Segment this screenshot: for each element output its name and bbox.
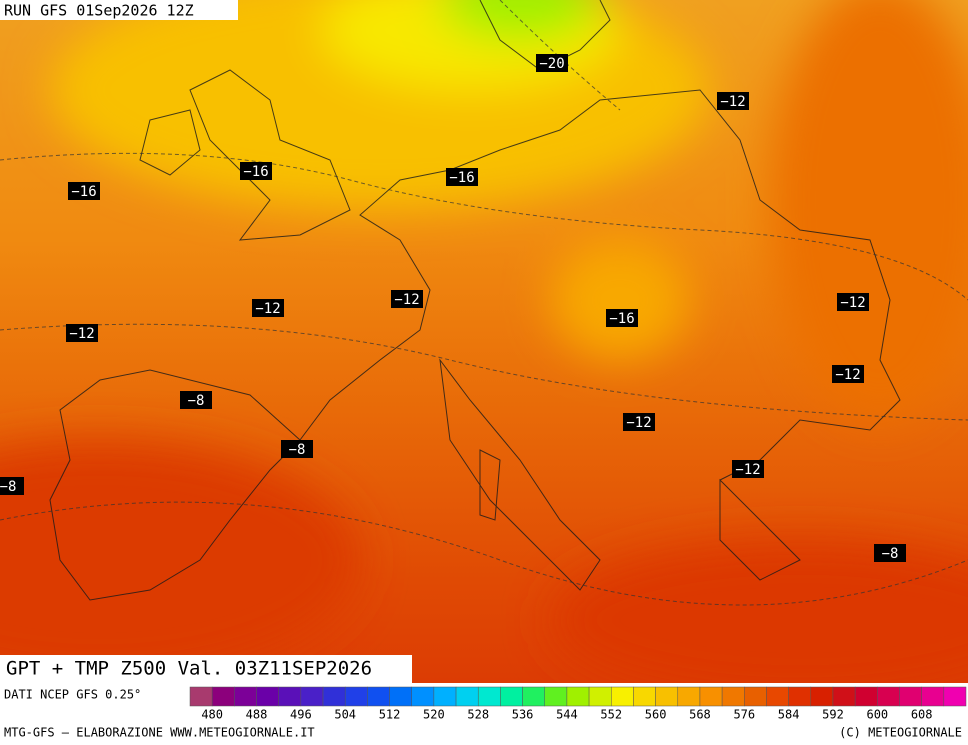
colorbar-swatch (344, 686, 368, 707)
title-box (0, 655, 412, 683)
colorbar-swatch (766, 686, 789, 707)
contour-label: −8 (0, 479, 16, 495)
colorbar-swatch (921, 686, 945, 707)
colorbar-swatch (633, 686, 656, 707)
contour-label-box (717, 92, 749, 110)
colorbar-swatch (455, 686, 479, 707)
colorbar-swatch (411, 686, 435, 707)
colorbar-swatch (877, 686, 900, 707)
colorbar-swatch (477, 686, 501, 707)
colorbar-swatch (234, 686, 257, 707)
contour-label: −12 (735, 462, 760, 478)
colorbar-swatch (788, 686, 812, 707)
colorbar-swatch (899, 686, 922, 707)
contour-label-box (66, 324, 98, 342)
colorbar-label: 480 (201, 708, 223, 722)
contour-label-box (180, 391, 212, 409)
colorbar-swatch (300, 686, 324, 707)
map-field (0, 0, 968, 700)
contour-label: −12 (835, 367, 860, 383)
contour-label: −12 (255, 301, 280, 317)
colorbar-label: 520 (423, 708, 445, 722)
contour-label: −16 (609, 311, 634, 327)
credit: MTG-GFS — ELABORAZIONE WWW.METEOGIORNALE… (4, 726, 315, 740)
colorbar-label: 576 (733, 708, 755, 722)
colorbar-swatch (278, 686, 302, 707)
colorbar-label: 528 (467, 708, 489, 722)
contour-label-box (874, 544, 906, 562)
colorbar-label: 592 (822, 708, 844, 722)
colorbar-swatch (566, 686, 590, 707)
colorbar-label: 544 (556, 708, 578, 722)
contour-label: −12 (626, 415, 651, 431)
colorbar-label: 560 (645, 708, 667, 722)
copyright: (C) METEOGIORNALE (839, 726, 962, 740)
colorbar-swatch (211, 686, 235, 707)
colorbar-swatch (522, 686, 545, 707)
contour-label: −12 (394, 292, 419, 308)
contour-label: −20 (539, 56, 564, 72)
colorbar-label: 536 (512, 708, 534, 722)
contour-label: −8 (188, 393, 205, 409)
colorbar-swatch (744, 686, 767, 707)
colorbar-swatch (832, 686, 856, 707)
colorbar-label: 496 (290, 708, 312, 722)
colorbar-label: 600 (866, 708, 888, 722)
colorbar-label: 608 (911, 708, 933, 722)
colorbar-swatch (699, 686, 723, 707)
contour-label: −16 (449, 170, 474, 186)
contour-label-box (623, 413, 655, 431)
colorbar-swatch (721, 686, 745, 707)
contour-label: −16 (243, 164, 268, 180)
colorbar-swatch (854, 686, 878, 707)
colorbar-swatch (677, 686, 701, 707)
colorbar-swatch (943, 686, 967, 707)
contour-label-box (536, 54, 568, 72)
contour-label-box (732, 460, 764, 478)
contour-label-box (446, 168, 478, 186)
contour-label: −16 (71, 184, 96, 200)
contour-label-box (281, 440, 313, 458)
colorbar-label: 488 (246, 708, 268, 722)
colorbar-swatch (367, 686, 390, 707)
contour-label: −12 (69, 326, 94, 342)
contour-label-box (832, 365, 864, 383)
colorbar-swatch (544, 686, 568, 707)
colorbar-swatch (256, 686, 279, 707)
colorbar-swatch (389, 686, 412, 707)
colorbar-label: 504 (334, 708, 356, 722)
contour-label-box (391, 290, 423, 308)
run-label: RUN GFS 01Sep2026 12Z (4, 2, 194, 20)
contour-label-box (240, 162, 272, 180)
contour-label-box (252, 299, 284, 317)
colorbar-swatch (189, 686, 213, 707)
contour-label: −12 (720, 94, 745, 110)
run-box (0, 0, 238, 20)
map-title: GPT + TMP Z500 Val. 03Z11SEP2026 (6, 658, 372, 680)
contour-label-box (68, 182, 100, 200)
contour-label: −8 (289, 442, 306, 458)
contour-label: −12 (840, 295, 865, 311)
colorbar-label: 552 (600, 708, 622, 722)
colorbar-label: 568 (689, 708, 711, 722)
colorbar-swatch (655, 686, 679, 707)
source: DATI NCEP GFS 0.25° (4, 688, 141, 702)
colorbar-label: 584 (778, 708, 800, 722)
colorbar-label: 512 (379, 708, 401, 722)
colorbar-swatch (810, 686, 834, 707)
colorbar-swatch (322, 686, 346, 707)
contour-label-box (837, 293, 869, 311)
colorbar-swatch (588, 686, 612, 707)
colorbar-swatch (611, 686, 634, 707)
colorbar-swatch (500, 686, 523, 707)
contour-label-box (0, 477, 24, 495)
colorbar-swatch (433, 686, 457, 707)
contour-label: −8 (882, 546, 899, 562)
contour-label-box (606, 309, 638, 327)
